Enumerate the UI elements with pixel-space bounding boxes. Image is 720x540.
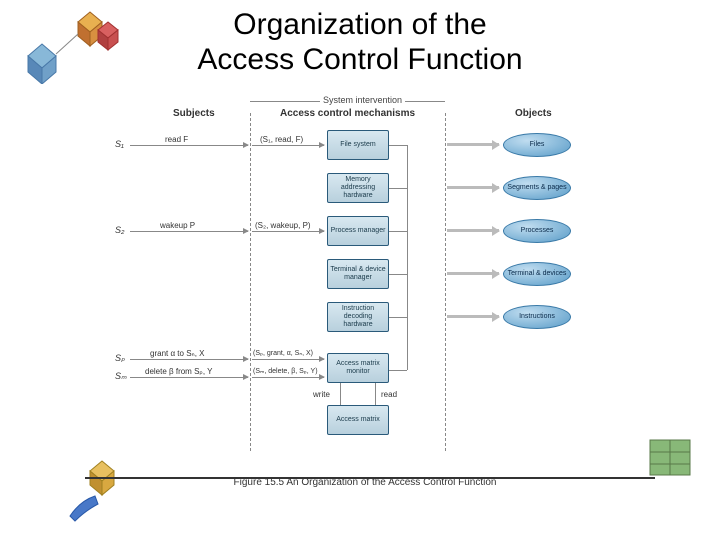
arrow-tuple-5 <box>252 359 324 360</box>
tuple-5: (Sₚ, grant, α, Sₙ, X) <box>253 349 313 357</box>
tuple-6: (Sₘ, delete, β, Sₚ, Y) <box>253 367 318 375</box>
mech-terminal: Terminal & device manager <box>327 259 389 289</box>
subject-sm: Sₘ <box>115 371 127 382</box>
dashed-line-right <box>445 113 446 451</box>
diagram-container: System intervention Subjects Access cont… <box>115 95 605 505</box>
req-2: wakeup P <box>160 221 195 230</box>
outarrow-2 <box>447 229 499 232</box>
mech-process: Process manager <box>327 216 389 246</box>
hconn-3 <box>389 274 407 275</box>
write-label: write <box>313 390 330 399</box>
tuple-2: (S₂, wakeup, P) <box>255 221 311 230</box>
col-subjects: Subjects <box>173 108 215 119</box>
tuple-0: (S₁, read, F) <box>260 135 303 144</box>
hconn-monitor <box>389 370 407 371</box>
arrow-req-5 <box>130 359 248 360</box>
arrow-tuple-2 <box>252 231 324 232</box>
obj-terminal: Terminal & devices <box>503 262 571 286</box>
obj-segments: Segments & pages <box>503 176 571 200</box>
decor-green-block <box>640 430 710 490</box>
read-label: read <box>381 390 397 399</box>
sys-intervention-label: System intervention <box>323 95 402 105</box>
mech-memory: Memory addressing hardware <box>327 173 389 203</box>
outarrow-4 <box>447 315 499 318</box>
read-line <box>375 383 376 405</box>
dashed-line-left <box>250 113 251 451</box>
outarrow-3 <box>447 272 499 275</box>
title-line2: Access Control Function <box>197 43 522 76</box>
subject-s2: S₂ <box>115 225 124 235</box>
figure-caption: Figure 15.5 An Organization of the Acces… <box>225 477 505 488</box>
obj-instructions: Instructions <box>503 305 571 329</box>
mech-instruction: Instruction decoding hardware <box>327 302 389 332</box>
outarrow-0 <box>447 143 499 146</box>
subject-s1: S₁ <box>115 139 124 149</box>
hconn-1 <box>389 188 407 189</box>
mech-access-matrix: Access matrix <box>327 405 389 435</box>
hconn-0 <box>389 145 407 146</box>
mech-file-system: File system <box>327 130 389 160</box>
title-line1: Organization of the <box>233 8 487 41</box>
bus-vertical <box>407 145 408 370</box>
mech-access-monitor: Access matrix monitor <box>327 353 389 383</box>
subject-sp: Sₚ <box>115 353 125 364</box>
col-mechanisms: Access control mechanisms <box>280 108 415 119</box>
req-0: read F <box>165 135 188 144</box>
sys-line-right <box>405 101 445 102</box>
sys-line-left <box>250 101 320 102</box>
req-6: delete β from Sₚ, Y <box>145 367 212 376</box>
col-objects: Objects <box>515 108 552 119</box>
arrow-tuple-0 <box>252 145 324 146</box>
outarrow-1 <box>447 186 499 189</box>
obj-files: Files <box>503 133 571 157</box>
arrow-req-0 <box>130 145 248 146</box>
req-5: grant α to Sₙ, X <box>150 349 205 358</box>
arrow-tuple-6 <box>252 377 324 378</box>
arrow-req-2 <box>130 231 248 232</box>
hconn-4 <box>389 317 407 318</box>
arrow-req-6 <box>130 377 248 378</box>
obj-processes: Processes <box>503 219 571 243</box>
write-line <box>340 383 341 405</box>
hconn-2 <box>389 231 407 232</box>
decor-cubes-top <box>8 4 128 84</box>
